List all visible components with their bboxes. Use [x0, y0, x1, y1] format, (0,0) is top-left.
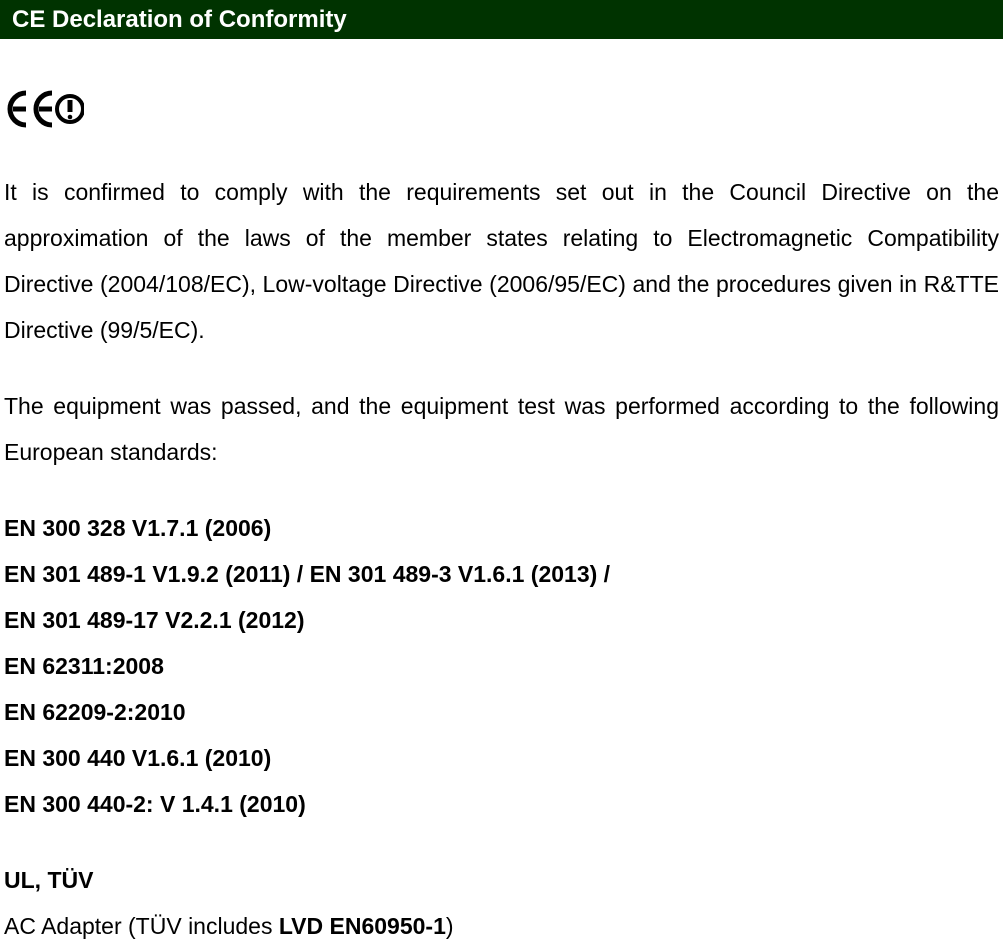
- paragraph-2: The equipment was passed, and the equipm…: [4, 383, 999, 475]
- paragraph-1: It is confirmed to comply with the requi…: [4, 169, 999, 353]
- standard-line: EN 62209-2:2010: [4, 689, 999, 735]
- content-area: It is confirmed to comply with the requi…: [0, 89, 1003, 949]
- standards-list: EN 300 328 V1.7.1 (2006) EN 301 489-1 V1…: [4, 505, 999, 827]
- ul-line-bold: LVD EN60950-1: [279, 913, 446, 939]
- standard-line: EN 300 328 V1.7.1 (2006): [4, 505, 999, 551]
- ul-title: UL, TÜV: [4, 857, 999, 903]
- standard-line: EN 301 489-1 V1.9.2 (2011) / EN 301 489-…: [4, 551, 999, 597]
- ul-line-prefix: AC Adapter (TÜV includes: [4, 913, 279, 939]
- ul-line-suffix: ): [446, 913, 454, 939]
- standard-line: EN 62311:2008: [4, 643, 999, 689]
- header-title: CE Declaration of Conformity: [12, 6, 347, 33]
- standard-line: EN 300 440-2: V 1.4.1 (2010): [4, 781, 999, 827]
- ul-section: UL, TÜV AC Adapter (TÜV includes LVD EN6…: [4, 857, 999, 949]
- ce-mark-icon: [4, 89, 84, 129]
- standard-line: EN 301 489-17 V2.2.1 (2012): [4, 597, 999, 643]
- header-bar: CE Declaration of Conformity: [0, 0, 1003, 39]
- ce-mark: [4, 89, 999, 129]
- ul-adapter-line: AC Adapter (TÜV includes LVD EN60950-1): [4, 903, 999, 949]
- standard-line: EN 300 440 V1.6.1 (2010): [4, 735, 999, 781]
